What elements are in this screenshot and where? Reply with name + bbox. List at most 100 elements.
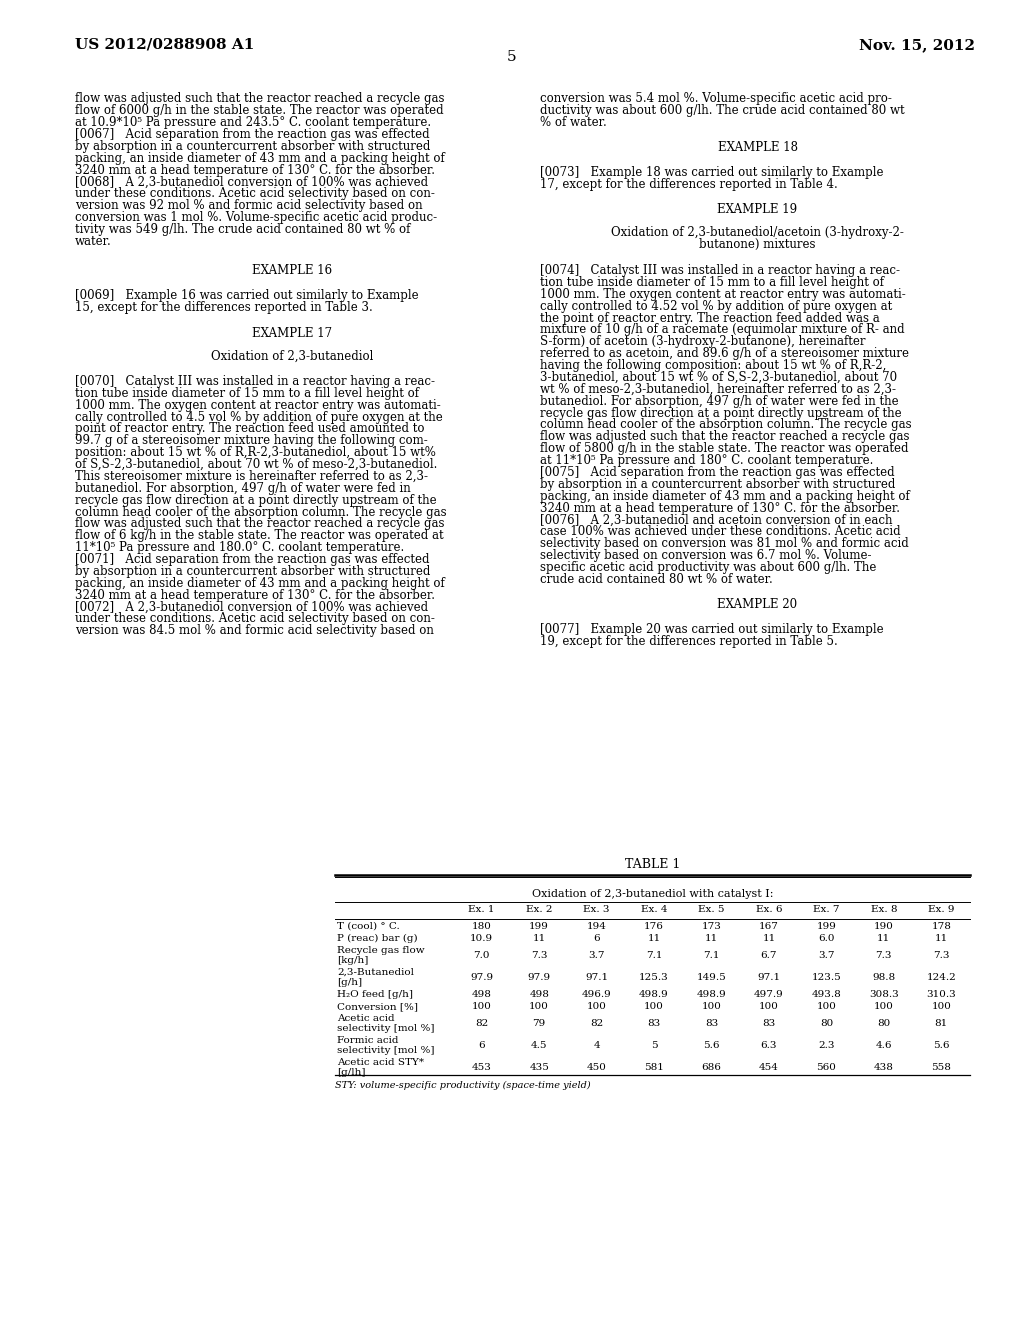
Text: 498.9: 498.9 [639,990,669,999]
Text: [0070]   Catalyst III was installed in a reactor having a reac-: [0070] Catalyst III was installed in a r… [75,375,435,388]
Text: water.: water. [75,235,112,248]
Text: [0067]   Acid separation from the reaction gas was effected: [0067] Acid separation from the reaction… [75,128,430,141]
Text: 3.7: 3.7 [818,950,835,960]
Text: 7.3: 7.3 [530,950,548,960]
Text: version was 84.5 mol % and formic acid selectivity based on: version was 84.5 mol % and formic acid s… [75,624,434,638]
Text: 176: 176 [644,921,664,931]
Text: 79: 79 [532,1019,546,1028]
Text: by absorption in a countercurrent absorber with structured: by absorption in a countercurrent absorb… [75,140,430,153]
Text: 6: 6 [593,935,600,942]
Text: 1000 mm. The oxygen content at reactor entry was automati-: 1000 mm. The oxygen content at reactor e… [75,399,440,412]
Text: P (reac) bar (g): P (reac) bar (g) [337,935,418,942]
Text: recycle gas flow direction at a point directly upstream of the: recycle gas flow direction at a point di… [540,407,901,420]
Text: 173: 173 [701,921,722,931]
Text: [g/h]: [g/h] [337,978,362,987]
Text: 190: 190 [873,921,894,931]
Text: under these conditions. Acetic acid selectivity based on con-: under these conditions. Acetic acid sele… [75,612,435,626]
Text: 5: 5 [507,50,517,63]
Text: 3240 mm at a head temperature of 130° C. for the absorber.: 3240 mm at a head temperature of 130° C.… [75,589,435,602]
Text: 454: 454 [759,1063,779,1072]
Text: Acetic acid: Acetic acid [337,1014,394,1023]
Text: 11: 11 [878,935,891,942]
Text: 100: 100 [816,1002,837,1011]
Text: H₂O feed [g/h]: H₂O feed [g/h] [337,990,413,999]
Text: butanediol. For absorption, 497 g/h of water were fed in: butanediol. For absorption, 497 g/h of w… [75,482,411,495]
Text: 4.5: 4.5 [530,1041,548,1049]
Text: 558: 558 [932,1063,951,1072]
Text: 15, except for the differences reported in Table 3.: 15, except for the differences reported … [75,301,373,314]
Text: 149.5: 149.5 [696,973,726,982]
Text: 493.8: 493.8 [811,990,842,999]
Text: Ex. 2: Ex. 2 [526,906,552,913]
Text: flow of 5800 g/h in the stable state. The reactor was operated: flow of 5800 g/h in the stable state. Th… [540,442,908,455]
Text: EXAMPLE 16: EXAMPLE 16 [253,264,333,277]
Text: 100: 100 [529,1002,549,1011]
Text: 100: 100 [759,1002,779,1011]
Text: ductivity was about 600 g/lh. The crude acid contained 80 wt: ductivity was about 600 g/lh. The crude … [540,104,904,117]
Text: 11: 11 [935,935,948,942]
Text: 100: 100 [644,1002,664,1011]
Text: at 10.9*10⁵ Pa pressure and 243.5° C. coolant temperature.: at 10.9*10⁵ Pa pressure and 243.5° C. co… [75,116,431,129]
Text: 178: 178 [932,921,951,931]
Text: selectivity [mol %]: selectivity [mol %] [337,1024,434,1034]
Text: 498.9: 498.9 [696,990,726,999]
Text: 7.3: 7.3 [933,950,949,960]
Text: 1000 mm. The oxygen content at reactor entry was automati-: 1000 mm. The oxygen content at reactor e… [540,288,906,301]
Text: flow of 6 kg/h in the stable state. The reactor was operated at: flow of 6 kg/h in the stable state. The … [75,529,443,543]
Text: 310.3: 310.3 [927,990,956,999]
Text: 82: 82 [475,1019,488,1028]
Text: EXAMPLE 20: EXAMPLE 20 [718,598,798,611]
Text: 11: 11 [705,935,718,942]
Text: 100: 100 [873,1002,894,1011]
Text: 100: 100 [587,1002,606,1011]
Text: tion tube inside diameter of 15 mm to a fill level height of: tion tube inside diameter of 15 mm to a … [540,276,884,289]
Text: 194: 194 [587,921,606,931]
Text: 100: 100 [701,1002,722,1011]
Text: 180: 180 [472,921,492,931]
Text: recycle gas flow direction at a point directly upstream of the: recycle gas flow direction at a point di… [75,494,436,507]
Text: 19, except for the differences reported in Table 5.: 19, except for the differences reported … [540,635,838,648]
Text: selectivity based on conversion was 81 mol % and formic acid: selectivity based on conversion was 81 m… [540,537,908,550]
Text: selectivity [mol %]: selectivity [mol %] [337,1045,434,1055]
Text: 83: 83 [647,1019,660,1028]
Text: [g/lh]: [g/lh] [337,1068,366,1077]
Text: Ex. 3: Ex. 3 [584,906,610,913]
Text: 11: 11 [762,935,775,942]
Text: 83: 83 [762,1019,775,1028]
Text: 6.3: 6.3 [761,1041,777,1049]
Text: 11*10⁵ Pa pressure and 180.0° C. coolant temperature.: 11*10⁵ Pa pressure and 180.0° C. coolant… [75,541,404,554]
Text: 100: 100 [472,1002,492,1011]
Text: 450: 450 [587,1063,606,1072]
Text: tion tube inside diameter of 15 mm to a fill level height of: tion tube inside diameter of 15 mm to a … [75,387,419,400]
Text: Nov. 15, 2012: Nov. 15, 2012 [859,38,975,51]
Text: Ex. 9: Ex. 9 [928,906,954,913]
Text: 560: 560 [816,1063,837,1072]
Text: 167: 167 [759,921,779,931]
Text: flow was adjusted such that the reactor reached a recycle gas: flow was adjusted such that the reactor … [75,517,444,531]
Text: specific acetic acid productivity was about 600 g/lh. The: specific acetic acid productivity was ab… [540,561,877,574]
Text: flow of 6000 g/h in the stable state. The reactor was operated: flow of 6000 g/h in the stable state. Th… [75,104,443,117]
Text: 7.1: 7.1 [703,950,720,960]
Text: 83: 83 [705,1019,718,1028]
Text: [0073]   Example 18 was carried out similarly to Example: [0073] Example 18 was carried out simila… [540,166,884,180]
Text: % of water.: % of water. [540,116,607,129]
Text: 7.0: 7.0 [473,950,489,960]
Text: STY: volume-specific productivity (space-time yield): STY: volume-specific productivity (space… [335,1081,591,1090]
Text: referred to as acetoin, and 89.6 g/h of a stereoisomer mixture: referred to as acetoin, and 89.6 g/h of … [540,347,909,360]
Text: [0071]   Acid separation from the reaction gas was effected: [0071] Acid separation from the reaction… [75,553,429,566]
Text: column head cooler of the absorption column. The recycle gas: column head cooler of the absorption col… [540,418,911,432]
Text: 3240 mm at a head temperature of 130° C. for the absorber.: 3240 mm at a head temperature of 130° C.… [540,502,900,515]
Text: having the following composition: about 15 wt % of R,R-2,: having the following composition: about … [540,359,887,372]
Text: 80: 80 [820,1019,833,1028]
Text: cally controlled to 4.5 vol % by addition of pure oxygen at the: cally controlled to 4.5 vol % by additio… [75,411,442,424]
Text: [0069]   Example 16 was carried out similarly to Example: [0069] Example 16 was carried out simila… [75,289,419,302]
Text: EXAMPLE 18: EXAMPLE 18 [718,141,798,154]
Text: [0072]   A 2,3-butanediol conversion of 100% was achieved: [0072] A 2,3-butanediol conversion of 10… [75,601,428,614]
Text: 98.8: 98.8 [872,973,895,982]
Text: Ex. 6: Ex. 6 [756,906,782,913]
Text: wt % of meso-2,3-butanediol, hereinafter referred to as 2,3-: wt % of meso-2,3-butanediol, hereinafter… [540,383,896,396]
Text: crude acid contained 80 wt % of water.: crude acid contained 80 wt % of water. [540,573,773,586]
Text: [kg/h]: [kg/h] [337,956,369,965]
Text: Oxidation of 2,3-butanediol/acetoin (3-hydroxy-2-: Oxidation of 2,3-butanediol/acetoin (3-h… [611,226,904,239]
Text: 80: 80 [878,1019,891,1028]
